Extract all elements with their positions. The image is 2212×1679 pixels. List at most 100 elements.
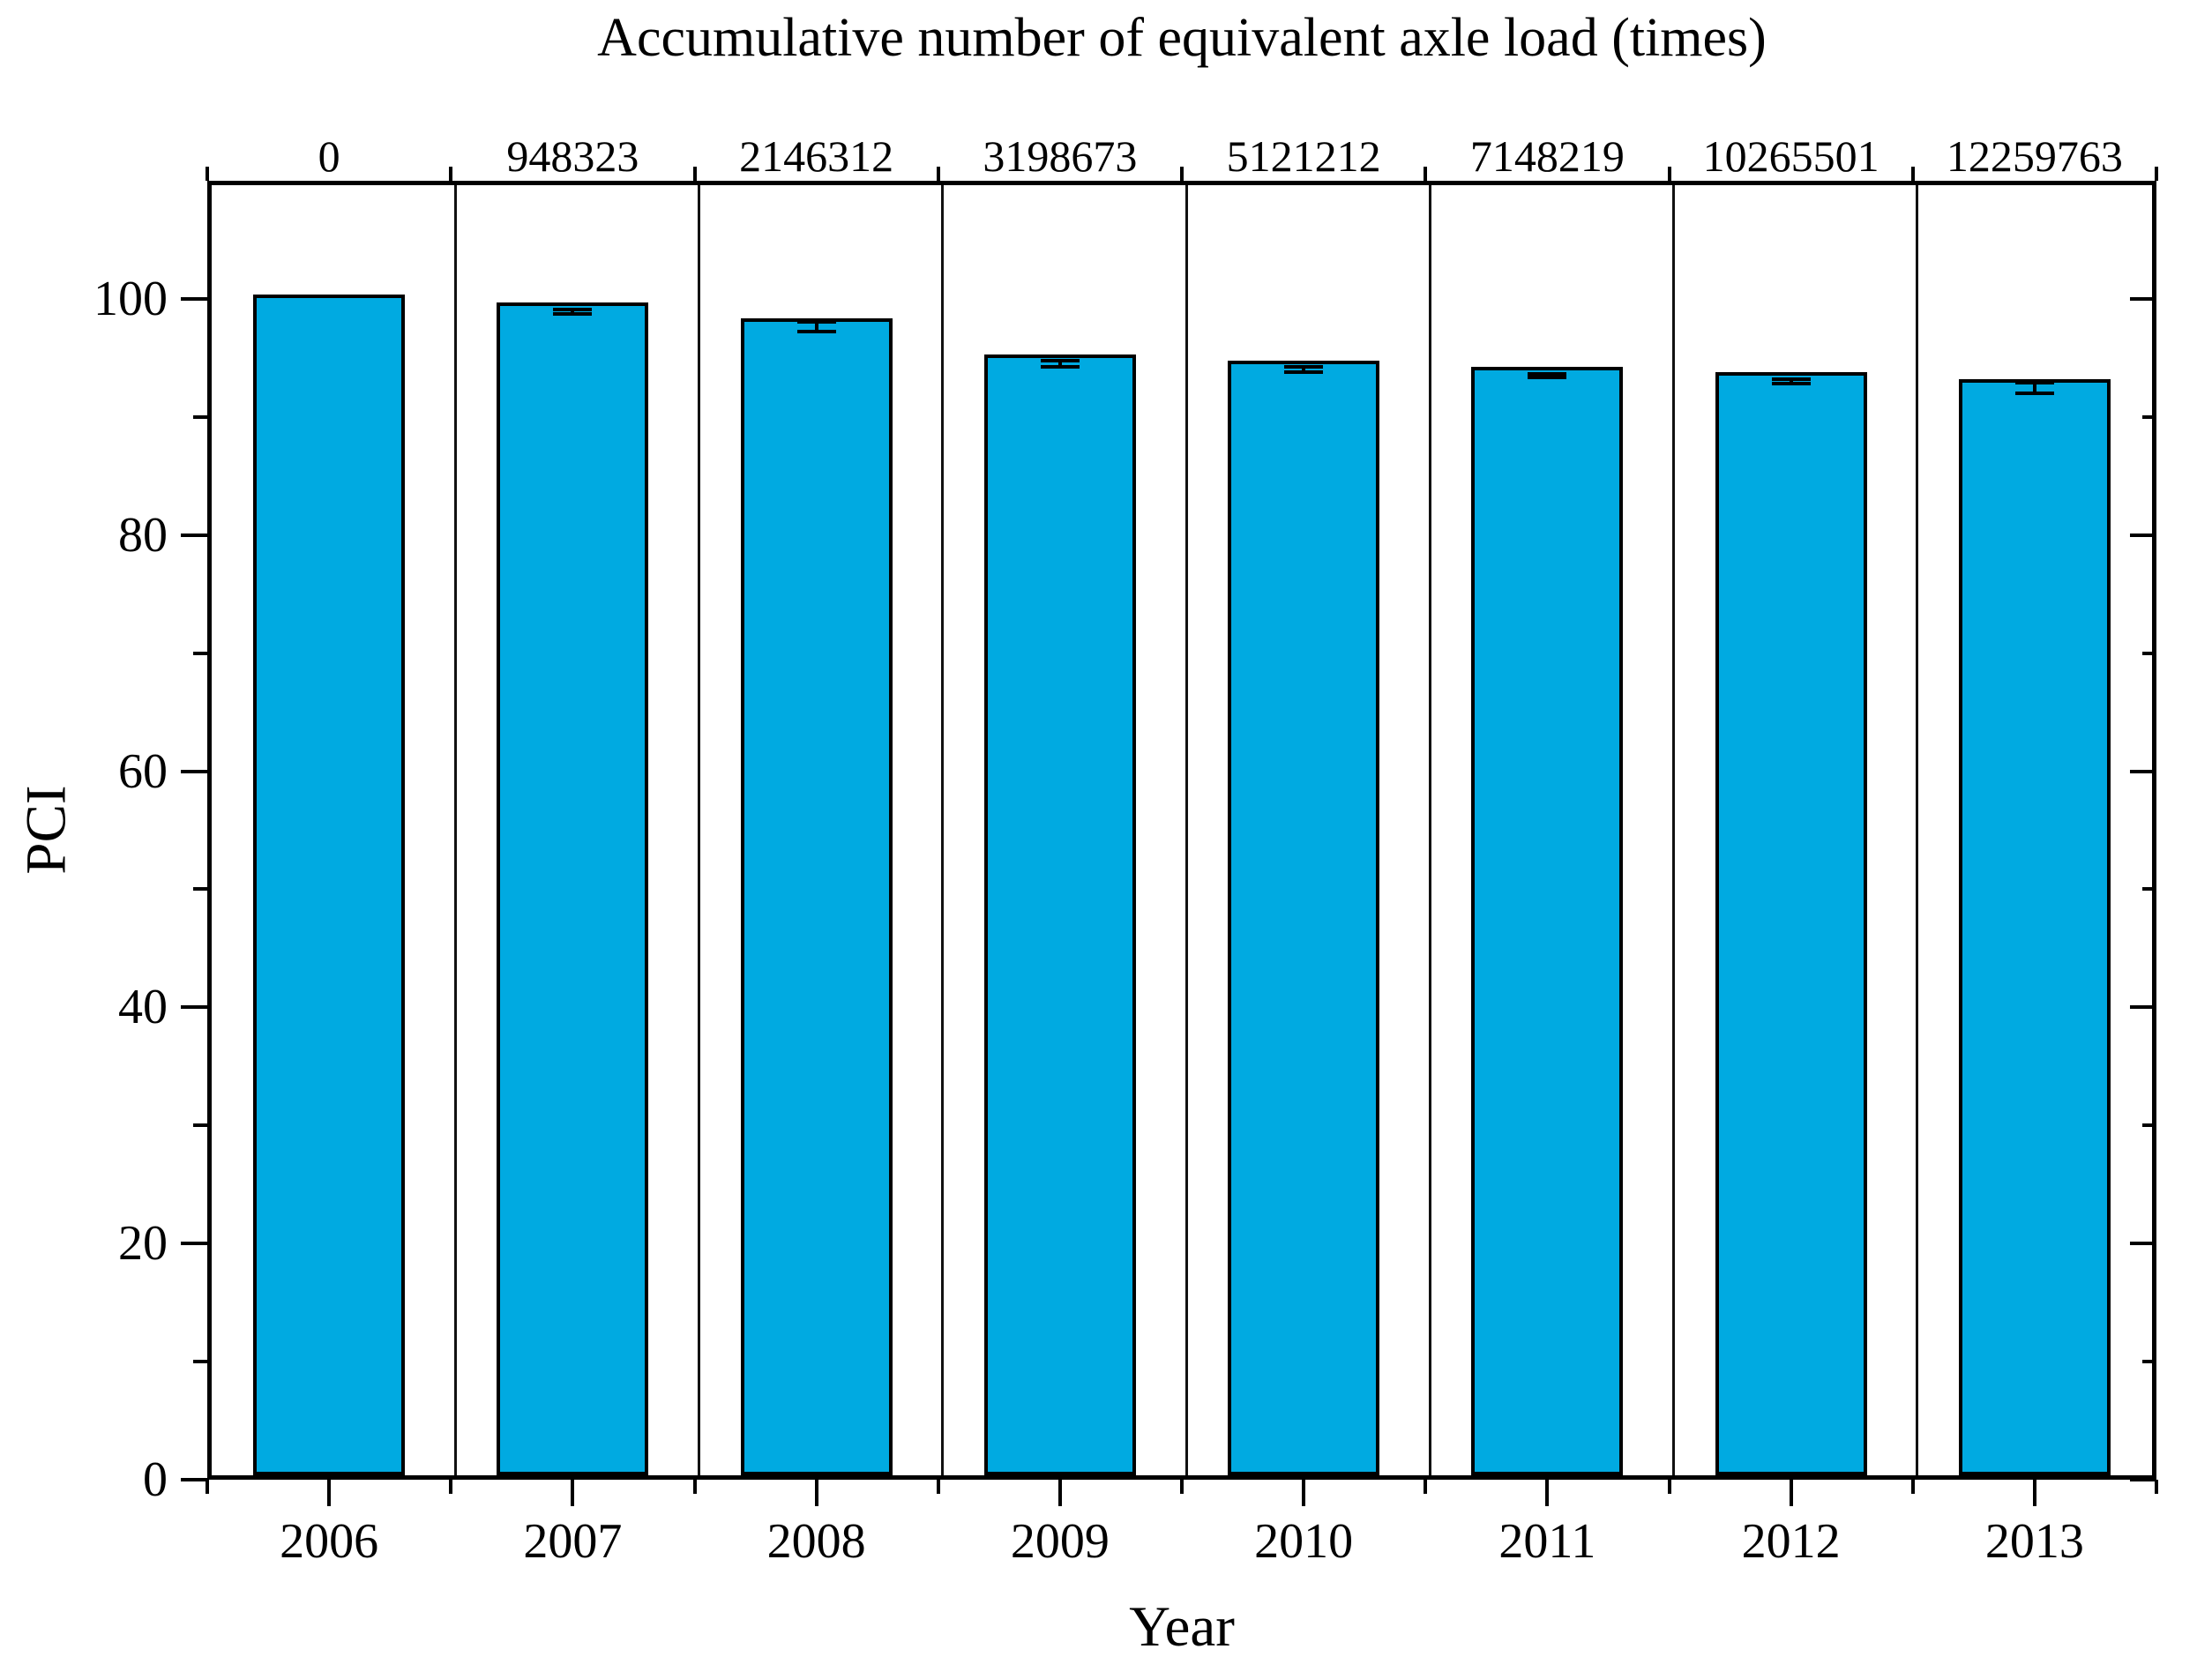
bar-2009 [983, 354, 1136, 1475]
y-axis-right-major-tick [2130, 1242, 2156, 1246]
error-bar-cap-top [2014, 381, 2054, 385]
top-axis-tick [1910, 167, 1915, 181]
y-axis-minor-tick [193, 1360, 207, 1364]
y-axis-tick-label: 0 [143, 1452, 168, 1507]
y-axis-major-tick [181, 1478, 207, 1481]
x-axis-major-tick [571, 1480, 575, 1506]
top-axis-tick-label: 7148219 [1469, 131, 1625, 181]
error-bar-cap-top [1284, 365, 1324, 369]
y-axis-major-tick [181, 533, 207, 537]
error-bar-whisker [1789, 378, 1793, 384]
error-bar-whisker [1057, 360, 1062, 367]
top-axis-tick-label: 0 [318, 131, 340, 181]
y-axis-right-major-tick [2130, 296, 2156, 301]
error-bar-cap-top [1771, 377, 1811, 381]
error-bar-cap-bottom [1771, 381, 1811, 385]
column-separator [1672, 185, 1675, 1475]
x-axis-title: Year [1129, 1595, 1235, 1659]
y-axis-right-minor-tick [2142, 414, 2156, 419]
top-axis-tick [936, 167, 940, 181]
y-axis-tick-label: 80 [118, 507, 168, 563]
error-bar-cap-top [1040, 358, 1080, 362]
error-bar-whisker [2032, 383, 2036, 394]
x-axis-minor-tick [206, 1480, 209, 1494]
y-axis-tick-label: 40 [118, 980, 168, 1035]
x-axis-major-tick [1545, 1480, 1550, 1506]
top-axis-tick-label: 3198673 [983, 131, 1138, 181]
column-separator [1916, 185, 1919, 1475]
error-bar-whisker [1302, 367, 1306, 372]
x-axis-major-tick [327, 1480, 332, 1506]
x-axis-major-tick [1302, 1480, 1306, 1506]
y-axis-right-minor-tick [2142, 887, 2156, 892]
top-axis-tick [692, 167, 697, 181]
x-axis-minor-tick [936, 1480, 940, 1494]
plot-area [207, 181, 2156, 1480]
y-axis-tick-label: 60 [118, 743, 168, 799]
x-axis-major-tick [1789, 1480, 1793, 1506]
top-axis-tick [1667, 167, 1671, 181]
top-axis-tick [449, 167, 453, 181]
x-axis-minor-tick [1424, 1480, 1428, 1494]
error-bar-cap-bottom [796, 330, 836, 334]
bar-2007 [497, 302, 649, 1475]
error-bar-cap-bottom [2014, 392, 2054, 396]
top-axis-tick [1180, 167, 1184, 181]
x-axis-minor-tick [692, 1480, 697, 1494]
error-bar-cap-bottom [1284, 369, 1324, 374]
y-axis-major-tick [181, 769, 207, 773]
error-bar-whisker [571, 309, 575, 314]
x-axis-tick-label: 2012 [1741, 1514, 1841, 1569]
bar-2006 [253, 294, 406, 1475]
y-axis-right-minor-tick [2142, 651, 2156, 655]
error-bar-cap-top [553, 307, 593, 311]
error-bar-cap-bottom [1528, 375, 1567, 379]
y-axis-minor-tick [193, 651, 207, 655]
column-separator [698, 185, 700, 1475]
column-separator [1184, 185, 1188, 1475]
x-axis-major-tick [814, 1480, 818, 1506]
error-bar-cap-top [796, 320, 836, 325]
column-separator [453, 185, 457, 1475]
top-axis-title: Accumulative number of equivalent axle l… [597, 8, 1767, 68]
x-axis-tick-label: 2011 [1498, 1514, 1596, 1569]
top-axis-tick-label: 2146312 [739, 131, 894, 181]
y-axis-major-tick [181, 1005, 207, 1010]
top-axis-tick-label: 948323 [506, 131, 639, 181]
x-axis-minor-tick [1910, 1480, 1915, 1494]
bar-2008 [740, 317, 893, 1475]
y-axis-tick-label: 20 [118, 1216, 168, 1272]
x-axis-minor-tick [449, 1480, 453, 1494]
top-axis-tick-label: 10265501 [1702, 131, 1879, 181]
top-axis-tick-label: 12259763 [1946, 131, 2123, 181]
x-axis-minor-tick [1667, 1480, 1671, 1494]
x-axis-minor-tick [2155, 1480, 2158, 1494]
x-axis-tick-label: 2009 [1010, 1514, 1110, 1569]
error-bar-cap-top [1528, 371, 1567, 376]
x-axis-tick-label: 2008 [766, 1514, 866, 1569]
top-axis-tick [206, 167, 209, 181]
y-axis-right-minor-tick [2142, 1123, 2156, 1128]
y-axis-minor-tick [193, 887, 207, 892]
y-axis-right-major-tick [2130, 533, 2156, 537]
top-axis-tick-label: 5121212 [1226, 131, 1381, 181]
column-separator [941, 185, 945, 1475]
x-axis-tick-label: 2013 [1984, 1514, 2084, 1569]
y-axis-major-tick [181, 296, 207, 301]
error-bar-cap-bottom [1040, 364, 1080, 369]
y-axis-right-major-tick [2130, 1478, 2156, 1481]
y-axis-title: PCI [14, 785, 78, 875]
bar-2012 [1715, 372, 1867, 1475]
x-axis-tick-label: 2010 [1254, 1514, 1354, 1569]
bar-2011 [1471, 366, 1624, 1475]
top-axis-tick [1424, 167, 1428, 181]
x-axis-major-tick [1057, 1480, 1062, 1506]
y-axis-right-minor-tick [2142, 1360, 2156, 1364]
top-axis-tick [2155, 167, 2158, 181]
y-axis-major-tick [181, 1242, 207, 1246]
y-axis-minor-tick [193, 1123, 207, 1128]
error-bar-whisker [1545, 373, 1550, 377]
x-axis-minor-tick [1180, 1480, 1184, 1494]
y-axis-tick-label: 100 [93, 271, 168, 326]
